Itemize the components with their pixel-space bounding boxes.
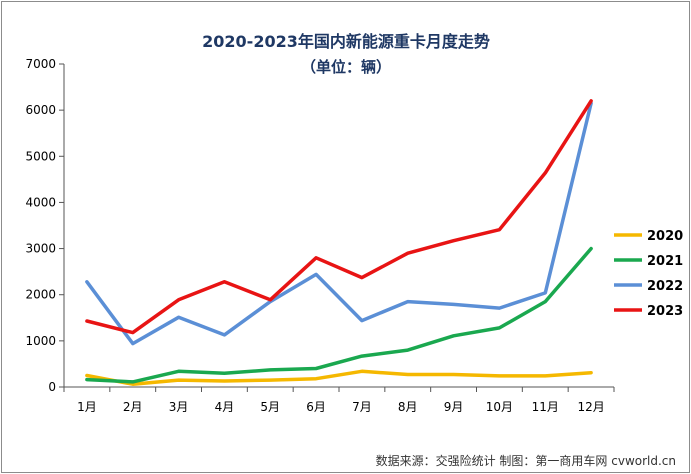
x-tick-label: 5月 xyxy=(260,400,280,414)
legend-label-2023: 2023 xyxy=(647,304,683,319)
chart-subtitle: （单位：辆） xyxy=(301,58,391,76)
x-axis-ticks: 1月 2月 3月 4月 5月 6月 7月 8月 9月 10月 11月 12月 xyxy=(63,387,615,414)
x-tick-label: 4月 xyxy=(215,400,235,414)
y-tick-label: 3000 xyxy=(25,242,56,256)
y-tick-label: 4000 xyxy=(25,195,56,209)
source-note: 数据来源：交强险统计 制图：第一商用车网 cvworld.cn xyxy=(376,453,676,468)
x-tick-label: 1月 xyxy=(77,400,97,414)
chart-title: 2020-2023年国内新能源重卡月度走势 xyxy=(202,32,490,51)
series-line-2021 xyxy=(85,246,593,384)
y-tick-label: 1000 xyxy=(25,334,56,348)
x-tick-label: 10月 xyxy=(486,400,513,414)
legend-label-2020: 2020 xyxy=(647,229,683,244)
series-line-2020 xyxy=(85,369,593,386)
series-lines xyxy=(85,99,593,386)
y-tick-label: 0 xyxy=(48,380,56,394)
x-tick-label: 9月 xyxy=(444,400,464,414)
series-line-2023 xyxy=(85,99,593,335)
y-tick-label: 5000 xyxy=(25,149,56,163)
x-tick-label: 12月 xyxy=(577,400,604,414)
x-tick-label: 8月 xyxy=(398,400,418,414)
x-tick-label: 3月 xyxy=(169,400,189,414)
legend-label-2022: 2022 xyxy=(647,279,683,294)
axes xyxy=(63,64,614,388)
series-line-2022 xyxy=(85,101,593,346)
y-axis-ticks: 0 1000 2000 3000 4000 5000 6000 7000 xyxy=(25,57,64,394)
y-tick-label: 6000 xyxy=(25,103,56,117)
x-tick-label: 6月 xyxy=(306,400,326,414)
x-tick-label: 7月 xyxy=(352,400,372,414)
y-tick-label: 2000 xyxy=(25,288,56,302)
x-tick-label: 11月 xyxy=(532,400,559,414)
legend-label-2021: 2021 xyxy=(647,254,683,269)
x-tick-label: 2月 xyxy=(123,400,143,414)
y-tick-label: 7000 xyxy=(25,57,56,71)
legend: 2020 2021 2022 2023 xyxy=(614,229,683,319)
